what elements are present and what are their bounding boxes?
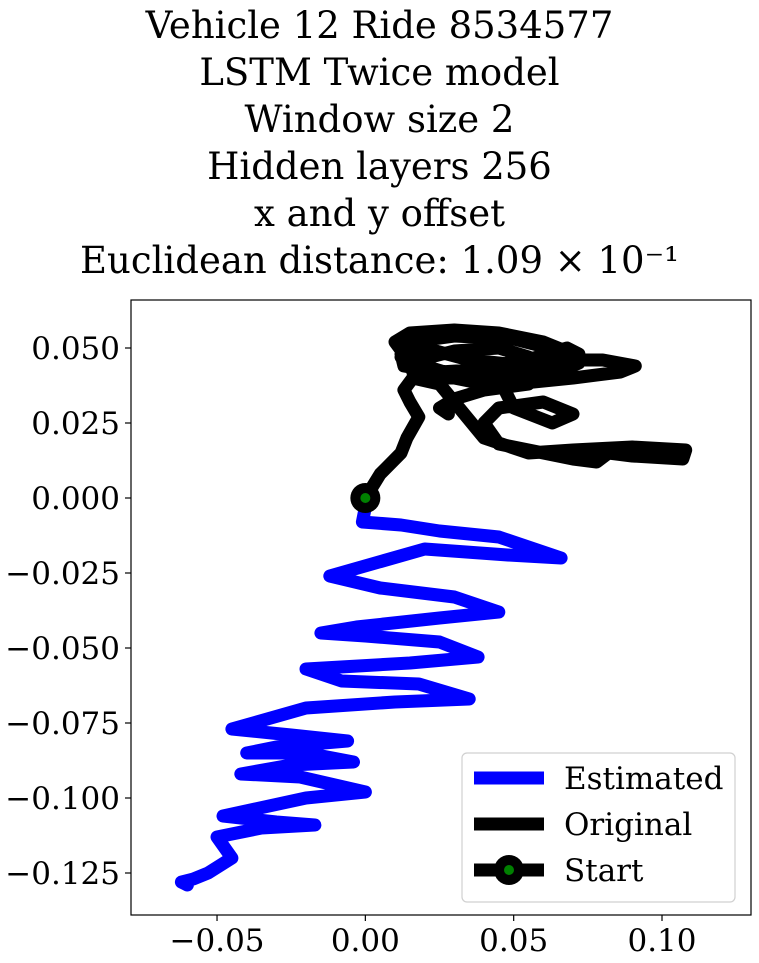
x-tick-label: 0.00 <box>331 923 400 959</box>
legend-label-start: Start <box>564 853 644 889</box>
series-layer <box>174 323 693 892</box>
start-marker-center <box>360 493 371 503</box>
y-tick-label: 0.025 <box>31 406 120 442</box>
title-line-2: LSTM Twice model <box>199 51 560 94</box>
y-tick-label: −0.125 <box>5 856 120 892</box>
legend-label-original: Original <box>564 807 692 843</box>
title-line-1: Vehicle 12 Ride 8534577 <box>145 4 614 47</box>
title-line-4: Hidden layers 256 <box>207 145 552 188</box>
title-line-6: Euclidean distance: 1.09 × 10⁻¹ <box>80 239 679 282</box>
series-line-estimated <box>174 500 568 892</box>
y-tick-label: 0.050 <box>31 331 120 367</box>
ticks-layer: −0.05 0.00 0.05 0.10 0.050 0.025 0.000 −0.025 −0… <box>5 331 696 959</box>
x-tick-label: −0.05 <box>170 923 265 959</box>
y-tick-label: 0.000 <box>31 481 120 517</box>
series-line-original <box>358 323 693 505</box>
legend-label-estimated: Estimated <box>564 761 723 797</box>
y-tick-label: −0.075 <box>5 706 120 742</box>
chart-title: Vehicle 12 Ride 8534577 LSTM Twice model… <box>0 2 759 284</box>
x-tick-label: 0.05 <box>479 923 548 959</box>
y-tick-label: −0.050 <box>5 631 120 667</box>
y-tick-label: −0.025 <box>5 556 120 592</box>
axes-frame <box>130 299 752 916</box>
title-line-3: Window size 2 <box>244 98 515 141</box>
x-tick-label: 0.10 <box>627 923 696 959</box>
legend-start-marker-center <box>504 865 514 875</box>
legend: Estimated Original Start <box>461 752 736 903</box>
title-line-5: x and y offset <box>254 192 505 235</box>
y-tick-label: −0.100 <box>5 781 120 817</box>
